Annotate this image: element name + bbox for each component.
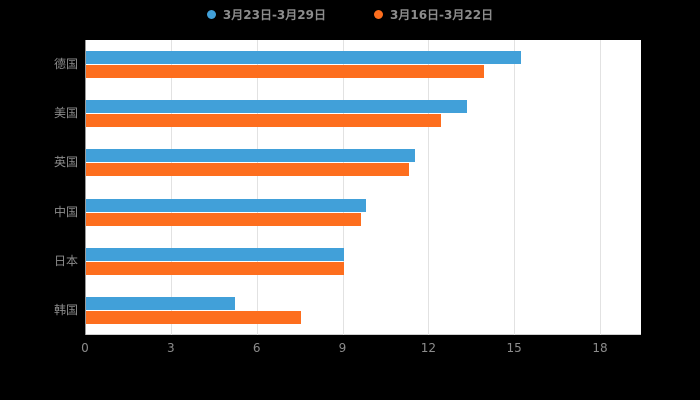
x-axis-line [85,334,641,335]
legend-label: 3月23日-3月29日 [222,8,326,22]
gridline [342,40,344,335]
bar-series2-5[interactable] [86,262,344,275]
plot-area [85,40,641,335]
bar-series2-3[interactable] [86,163,409,176]
gridline [600,40,601,335]
bar-series2-4[interactable] [86,213,361,226]
gridline [428,40,430,335]
bar-series2-2[interactable] [86,114,441,127]
legend-label: 3月16日-3月22日 [390,8,494,22]
x-tick-label: 6 [252,341,261,355]
y-category-label: 德国 [53,57,78,71]
gridline [514,40,516,335]
bar-series2-6[interactable] [86,311,301,324]
bar-series1-4[interactable] [86,199,366,212]
x-tick-label: 0 [81,341,89,355]
legend-item-2[interactable]: 3月16日-3月22日 [374,6,493,23]
x-tick-label: 9 [338,341,347,355]
gridline [256,40,258,335]
bar-series1-3[interactable] [86,149,415,162]
x-tick-label: 12 [420,341,436,355]
x-tick-label: 3 [167,341,175,355]
bar-series2-1[interactable] [86,65,484,78]
gridline [170,40,172,335]
y-category-label: 日本 [53,253,78,268]
y-category-label: 韩国 [53,302,78,317]
y-category-label: 中国 [53,204,78,219]
legend-item-1[interactable]: 3月23日-3月29日 [206,6,326,23]
legend: 3月23日-3月29日 3月16日-3月22日 [0,6,700,23]
bar-series1-1[interactable] [86,51,521,64]
bar-series1-6[interactable] [86,297,235,310]
bar-series1-2[interactable] [86,100,467,113]
x-tick-label: 18 [592,341,608,355]
legend-dot-icon [206,10,216,19]
bar-series1-5[interactable] [86,248,344,261]
y-axis-line [85,40,86,335]
legend-dot-icon [374,10,383,19]
y-category-label: 美国 [53,106,78,121]
y-category-label: 英国 [53,155,78,170]
x-tick-label: 15 [506,341,522,355]
